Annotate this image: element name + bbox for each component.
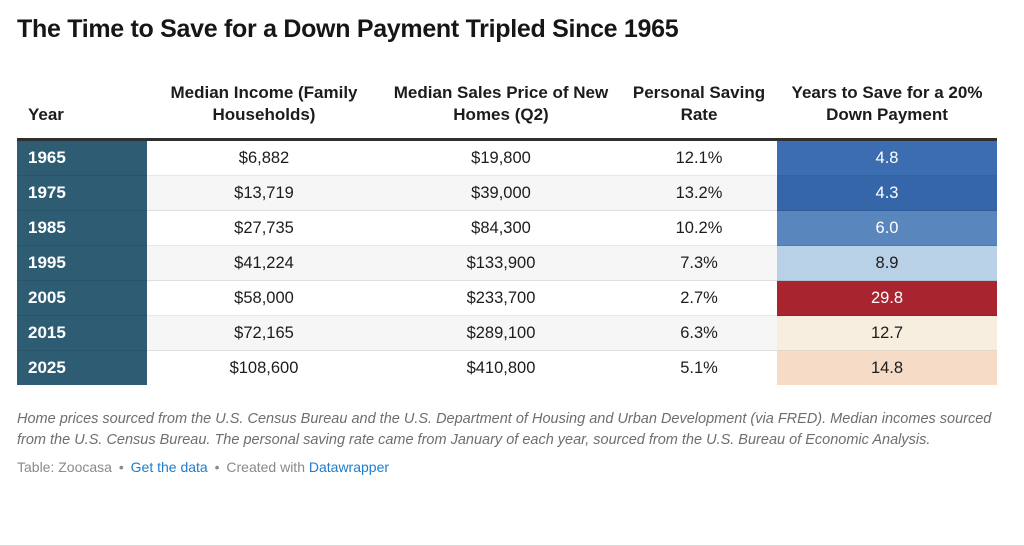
column-header-personal-saving-rate: Personal Saving Rate: [621, 44, 777, 140]
year-cell: 1985: [17, 210, 147, 246]
year-cell: 2025: [17, 350, 147, 385]
price-cell: $133,900: [381, 245, 621, 281]
saving-rate-cell: 10.2%: [621, 210, 777, 246]
header-row: Year Median Income (Family Households) M…: [17, 44, 997, 140]
saving-rate-cell: 13.2%: [621, 175, 777, 211]
saving-rate-cell: 2.7%: [621, 280, 777, 316]
price-cell: $39,000: [381, 175, 621, 211]
saving-rate-cell: 12.1%: [621, 138, 777, 176]
table-row: 1985 $27,735 $84,300 10.2% 6.0: [17, 210, 997, 246]
table-row: 1965 $6,882 $19,800 12.1% 4.8: [17, 138, 997, 176]
income-cell: $41,224: [147, 245, 381, 281]
saving-rate-cell: 6.3%: [621, 315, 777, 351]
price-cell: $233,700: [381, 280, 621, 316]
get-the-data-link[interactable]: Get the data: [130, 459, 208, 475]
years-to-save-heat-cell: 6.0: [777, 210, 997, 246]
table-row: 1995 $41,224 $133,900 7.3% 8.9: [17, 245, 997, 281]
saving-rate-cell: 5.1%: [621, 350, 777, 385]
datawrapper-link[interactable]: Datawrapper: [308, 459, 390, 475]
table-source-label: Table: Zoocasa: [17, 459, 112, 475]
bullet-separator: •: [214, 459, 220, 475]
table-row: 2005 $58,000 $233,700 2.7% 29.8: [17, 280, 997, 316]
income-cell: $13,719: [147, 175, 381, 211]
data-table: Year Median Income (Family Households) M…: [17, 44, 997, 385]
chart-title: The Time to Save for a Down Payment Trip…: [17, 15, 679, 43]
table-row: 1975 $13,719 $39,000 13.2% 4.3: [17, 175, 997, 211]
years-to-save-heat-cell: 4.8: [777, 138, 997, 176]
income-cell: $58,000: [147, 280, 381, 316]
source-notes: Home prices sourced from the U.S. Census…: [17, 411, 992, 448]
saving-rate-cell: 7.3%: [621, 245, 777, 281]
years-to-save-heat-cell: 4.3: [777, 175, 997, 211]
income-cell: $6,882: [147, 138, 381, 176]
income-cell: $72,165: [147, 315, 381, 351]
column-header-year: Year: [17, 44, 147, 140]
years-to-save-heat-cell: 8.9: [777, 245, 997, 281]
price-cell: $84,300: [381, 210, 621, 246]
year-cell: 1975: [17, 175, 147, 211]
income-cell: $27,735: [147, 210, 381, 246]
year-cell: 2005: [17, 280, 147, 316]
income-cell: $108,600: [147, 350, 381, 385]
year-cell: 1965: [17, 138, 147, 176]
price-cell: $289,100: [381, 315, 621, 351]
price-cell: $410,800: [381, 350, 621, 385]
years-to-save-heat-cell: 14.8: [777, 350, 997, 385]
column-header-median-sales-price: Median Sales Price of New Homes (Q2): [381, 44, 621, 140]
years-to-save-heat-cell: 12.7: [777, 315, 997, 351]
bullet-separator: •: [118, 459, 124, 475]
year-cell: 1995: [17, 245, 147, 281]
column-header-years-to-save: Years to Save for a 20% Down Payment: [777, 44, 997, 140]
created-with-label: Created with: [226, 459, 305, 475]
table-row: 2025 $108,600 $410,800 5.1% 14.8: [17, 350, 997, 385]
attribution-bar: Table: Zoocasa • Get the data • Created …: [17, 458, 1007, 476]
price-cell: $19,800: [381, 138, 621, 176]
year-cell: 2015: [17, 315, 147, 351]
column-header-median-income: Median Income (Family Households): [147, 44, 381, 140]
chart-container: The Time to Save for a Down Payment Trip…: [0, 14, 1024, 476]
table-row: 2015 $72,165 $289,100 6.3% 12.7: [17, 315, 997, 351]
years-to-save-heat-cell: 29.8: [777, 280, 997, 316]
